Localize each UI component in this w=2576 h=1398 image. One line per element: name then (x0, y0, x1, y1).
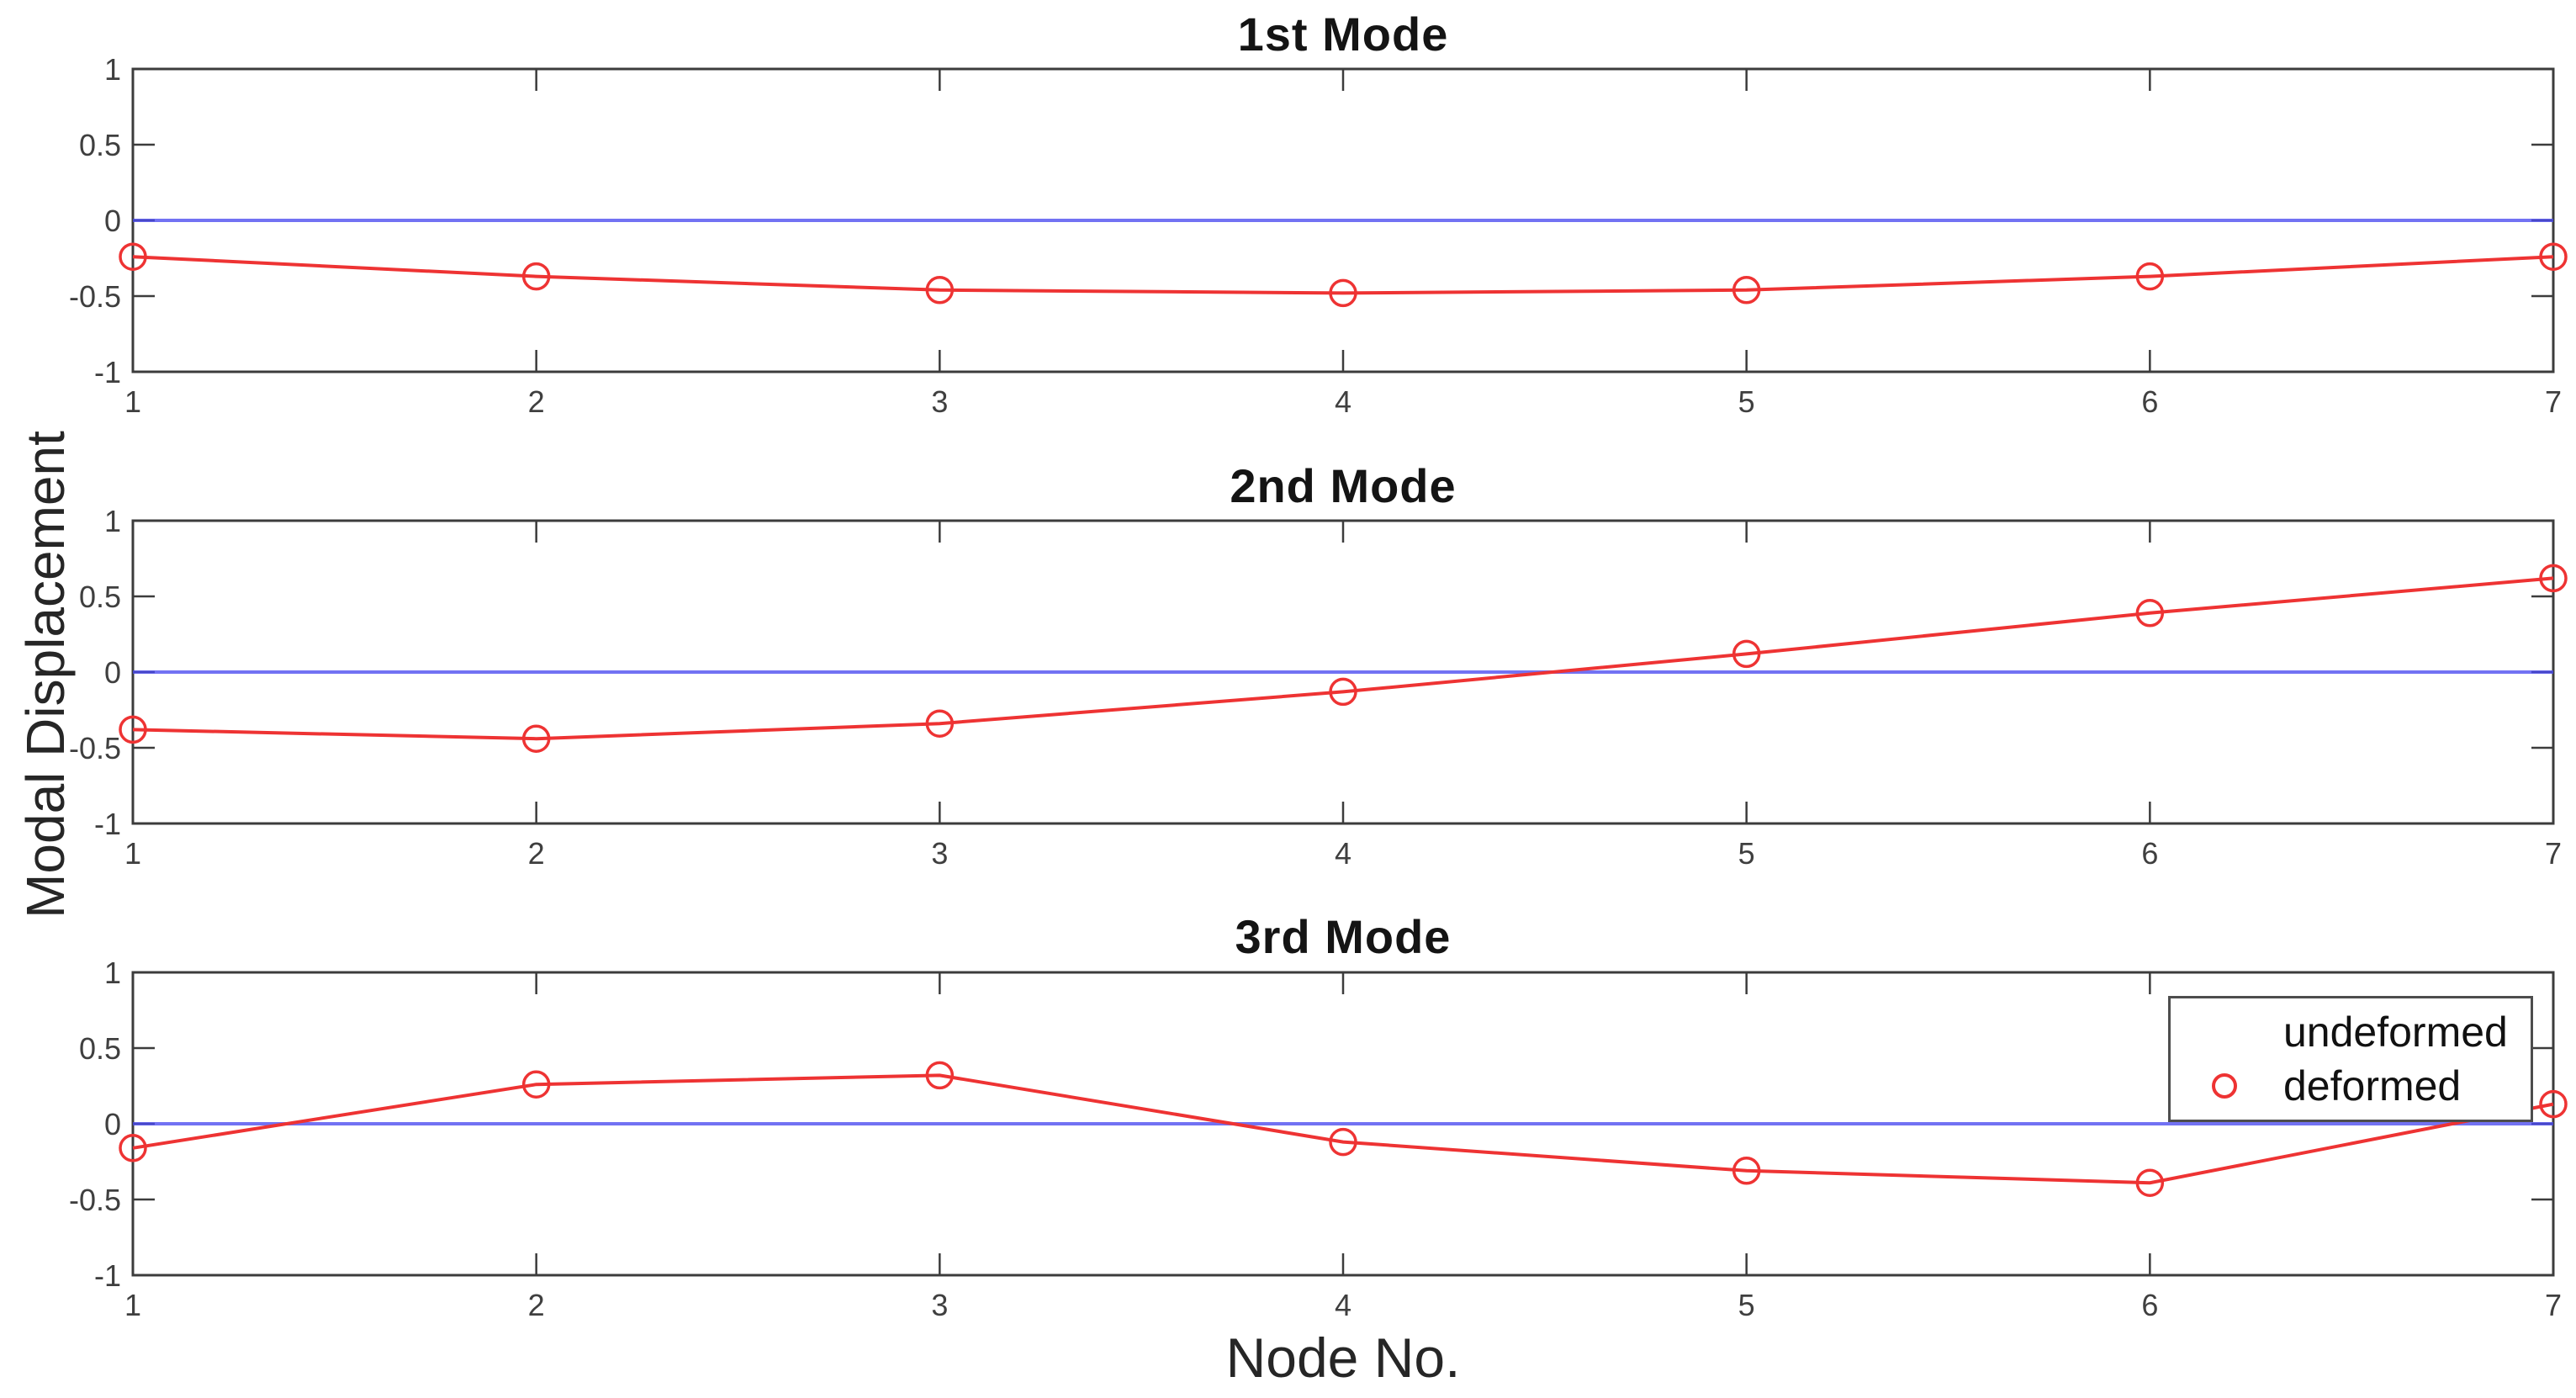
x-tick-label: 1 (124, 836, 141, 871)
deformed-data-point (2135, 262, 2165, 291)
x-tick-label: 1 (124, 384, 141, 419)
y-tick-label: 0.5 (79, 1031, 121, 1066)
y-tick-label: 1 (104, 52, 121, 87)
y-tick-label: -0.5 (69, 279, 121, 314)
deformed-data-point (925, 276, 955, 304)
x-tick-label: 6 (2141, 1288, 2158, 1322)
legend-item-deformed: deformed (2184, 1062, 2517, 1110)
deformed-data-point (1732, 639, 1761, 669)
legend-label-deformed: deformed (2283, 1062, 2462, 1109)
x-tick-label: 2 (528, 836, 545, 871)
deformed-data-point (2539, 242, 2568, 271)
y-tick-label: 0 (104, 655, 121, 690)
subplot-2-title: 2nd Mode (1230, 459, 1457, 512)
deformed-data-point (1732, 1157, 1761, 1185)
x-tick-label: 5 (1738, 1288, 1755, 1322)
deformed-data-point (1329, 1127, 1357, 1157)
x-tick-label: 5 (1738, 836, 1755, 871)
x-tick-label: 4 (1335, 1288, 1351, 1322)
y-tick-label: -0.5 (69, 1183, 121, 1217)
x-tick-label: 3 (931, 384, 948, 419)
legend-item-undeformed: undeformed (2184, 1008, 2517, 1056)
x-tick-label: 4 (1335, 384, 1351, 419)
deformed-data-point (2135, 599, 2165, 628)
y-tick-label: 1 (104, 504, 121, 538)
x-tick-label: 2 (528, 384, 545, 419)
x-tick-label: 6 (2141, 836, 2158, 871)
deformed-line (132, 255, 2554, 295)
y-tick-label: 0.5 (79, 128, 121, 162)
deformed-data-point (119, 715, 147, 744)
x-tick-label: 7 (2545, 1288, 2562, 1322)
deformed-data-point (119, 242, 147, 271)
deformed-data-point (2539, 564, 2568, 593)
x-tick-label: 4 (1335, 836, 1351, 871)
deformed-data-point (521, 1070, 551, 1099)
deformed-data-point (925, 1061, 955, 1090)
deformed-data-point (1329, 278, 1357, 308)
legend-label-undeformed: undeformed (2283, 1009, 2508, 1056)
y-tick-label: 0 (104, 1107, 121, 1141)
legend: undeformed deformed (2168, 996, 2533, 1122)
x-tick-label: 5 (1738, 384, 1755, 419)
y-tick-label: 0 (104, 204, 121, 238)
deformed-line (132, 1073, 2554, 1185)
x-tick-label: 7 (2545, 384, 2562, 419)
x-tick-label: 6 (2141, 384, 2158, 419)
x-axis-label: Node No. (1225, 1327, 1461, 1389)
y-tick-label: 0.5 (79, 580, 121, 614)
deformed-data-point (2539, 1089, 2568, 1119)
deformed-line (132, 576, 2554, 741)
y-tick-label: -1 (94, 807, 121, 841)
y-axis-label: Modal Displacement (15, 431, 76, 919)
deformed-data-point (925, 709, 955, 738)
y-tick-label: -1 (94, 1258, 121, 1293)
x-tick-label: 1 (124, 1288, 141, 1322)
deformed-data-point (521, 724, 551, 753)
subplot-1-title: 1st Mode (1237, 8, 1449, 61)
deformed-data-point (1329, 677, 1357, 707)
y-tick-label: 1 (104, 956, 121, 990)
deformed-data-point (2135, 1168, 2165, 1197)
deformed-circle-marker-icon (2212, 1073, 2237, 1099)
x-tick-label: 2 (528, 1288, 545, 1322)
x-tick-label: 7 (2545, 836, 2562, 871)
deformed-data-point (1732, 276, 1761, 304)
deformed-data-point (119, 1134, 147, 1162)
subplot-3-title: 3rd Mode (1235, 910, 1452, 963)
x-tick-label: 3 (931, 1288, 948, 1322)
deformed-data-point (521, 262, 551, 291)
y-tick-label: -1 (94, 355, 121, 389)
y-tick-label: -0.5 (69, 731, 121, 765)
x-tick-label: 3 (931, 836, 948, 871)
